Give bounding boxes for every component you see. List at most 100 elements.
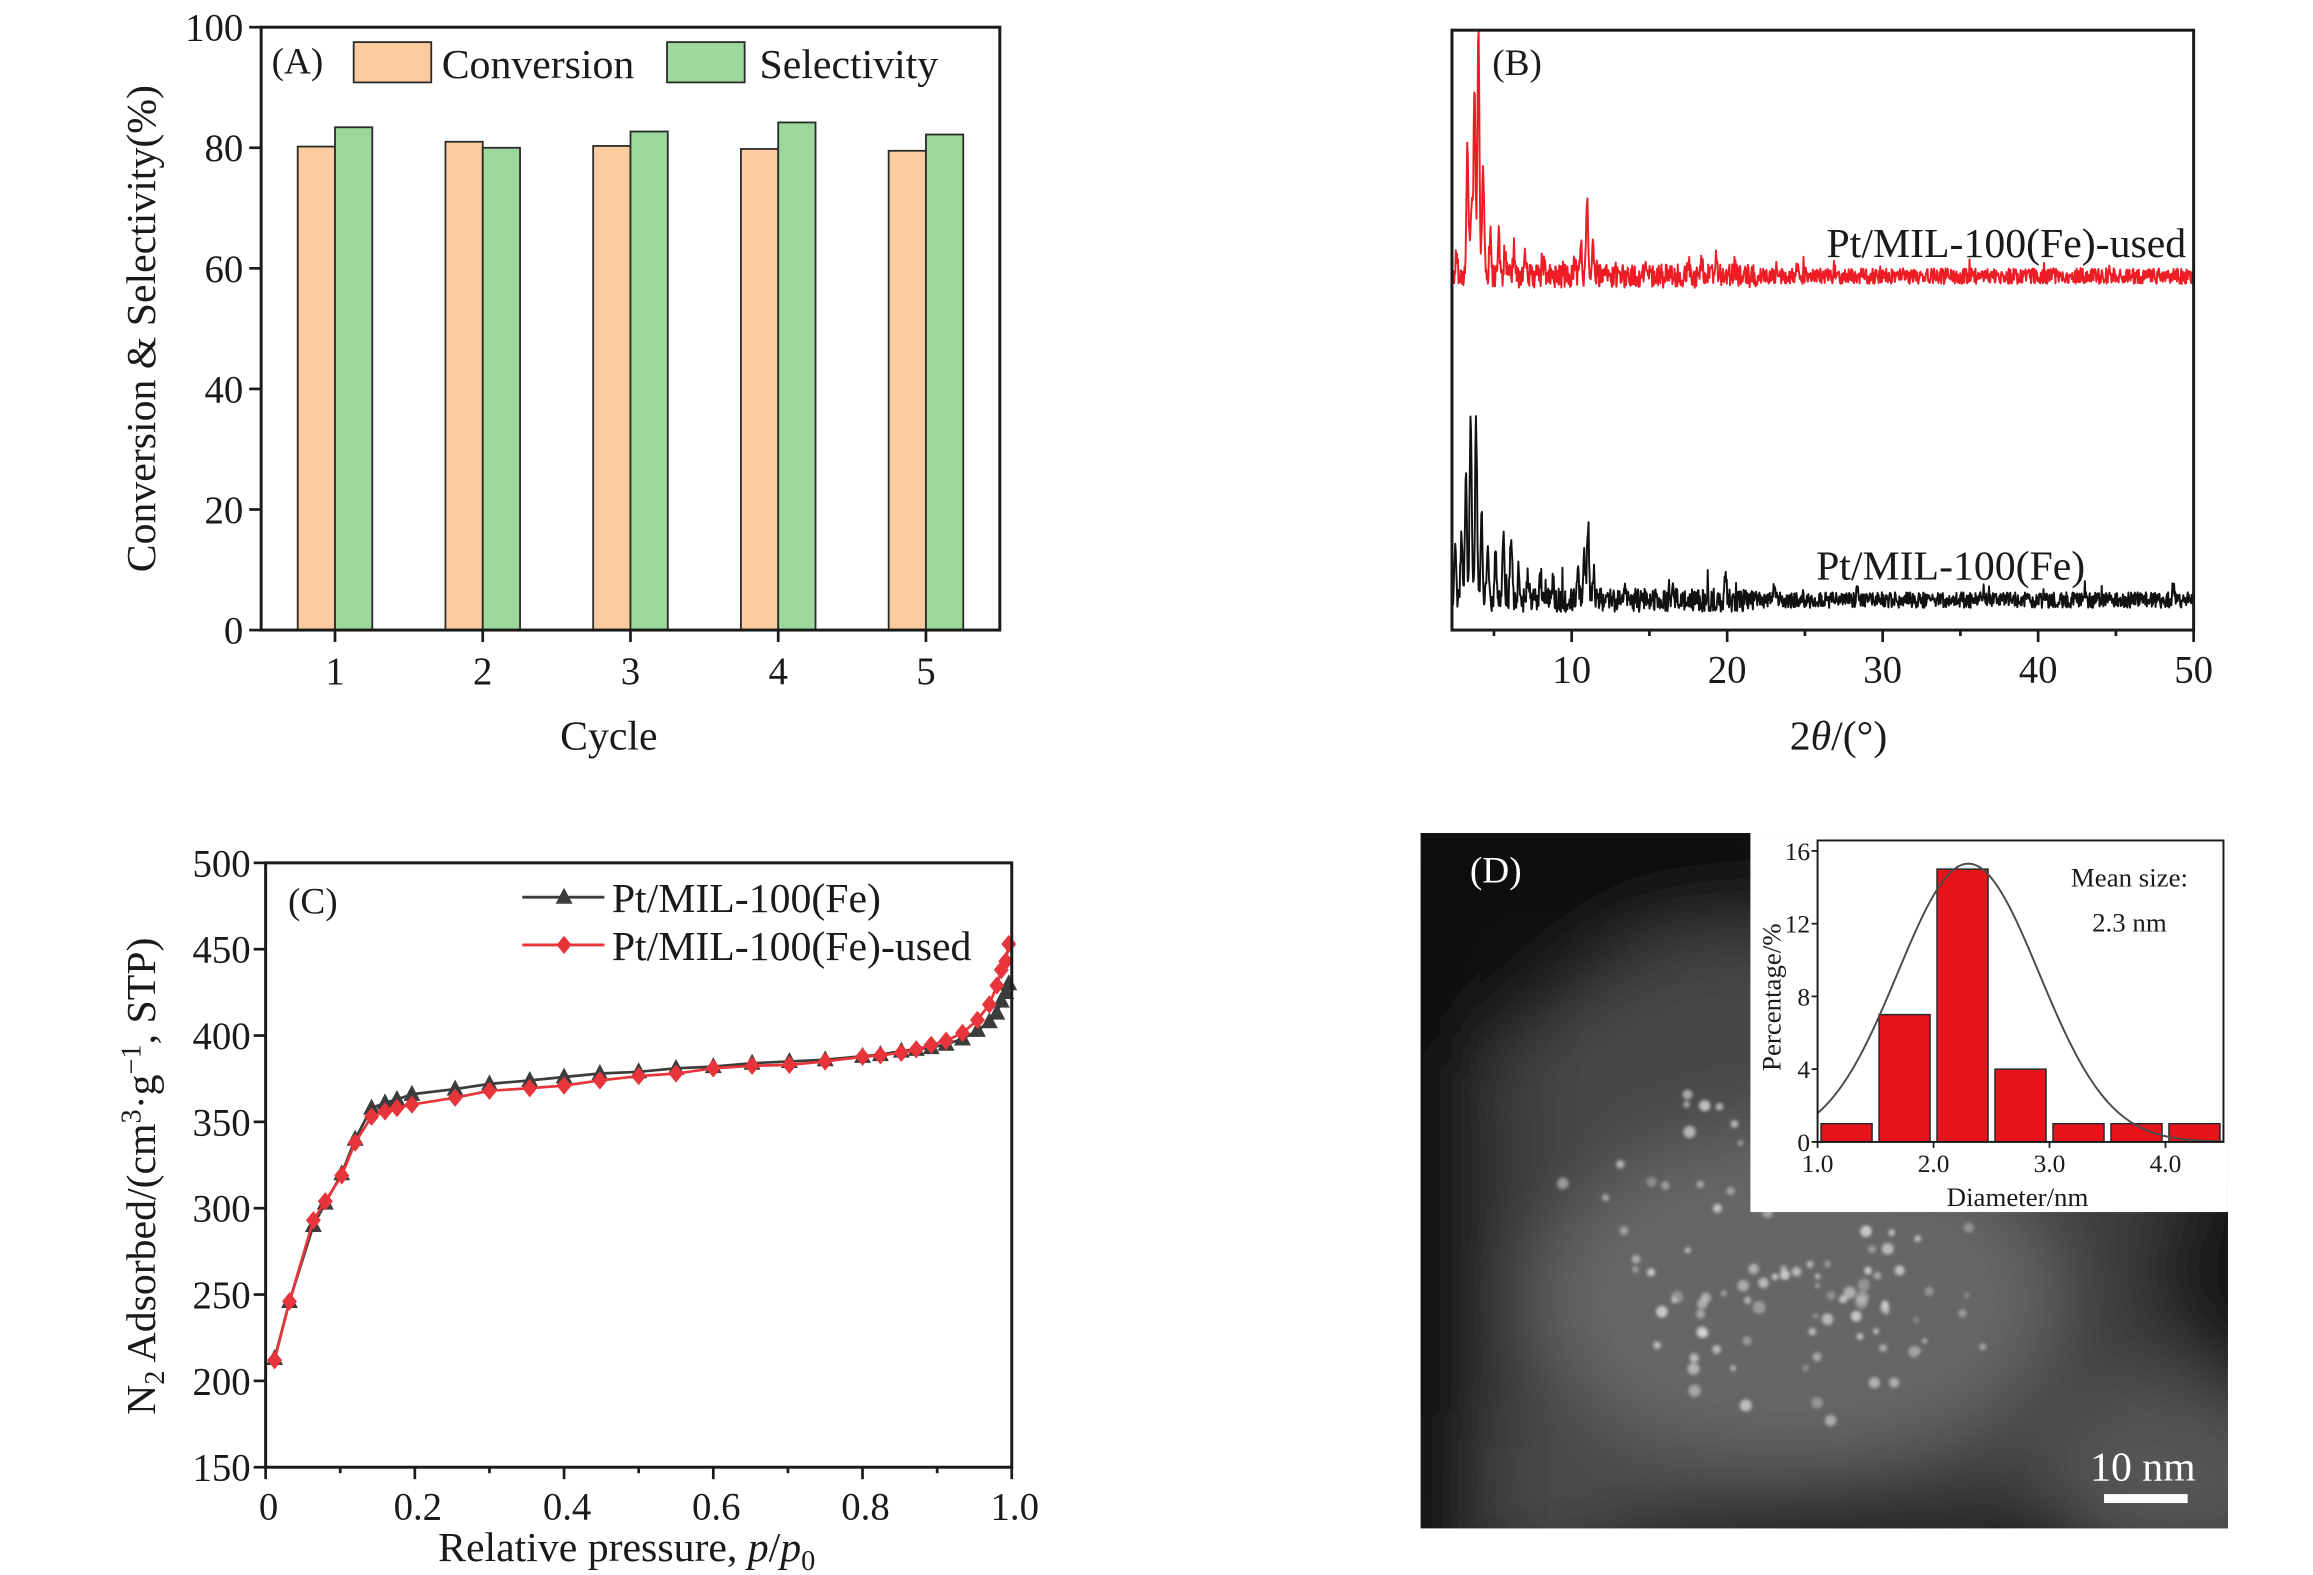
x-axis-label: Relative pressure, p/p0 bbox=[438, 1525, 815, 1575]
tem-dark-region bbox=[2156, 1171, 2228, 1366]
nanoparticle bbox=[1855, 1295, 1868, 1309]
histogram-bar-1_5 bbox=[1878, 1013, 1931, 1143]
nanoparticle bbox=[1738, 1140, 1744, 1146]
data-point-diamond bbox=[981, 995, 997, 1014]
nanoparticle bbox=[1712, 1203, 1722, 1213]
data-point-diamond bbox=[955, 1023, 970, 1043]
nanoparticle bbox=[1811, 1396, 1823, 1409]
x-label-p0: p bbox=[777, 1525, 801, 1571]
data-point-diamond bbox=[267, 1351, 283, 1370]
nanoparticle bbox=[1879, 1344, 1887, 1352]
nanoparticle bbox=[1780, 1265, 1788, 1273]
x-label-part: 2 bbox=[1790, 713, 1811, 759]
series-label-used: Pt/MIL-100(Fe)-used bbox=[1827, 221, 2187, 267]
x-label-p: p bbox=[745, 1525, 769, 1571]
nanoparticle bbox=[1730, 1365, 1737, 1372]
histogram-bar-2_5 bbox=[1994, 1068, 2047, 1143]
y-label-part: Adsorbed/(cm bbox=[119, 1123, 165, 1370]
x-tick-label: 0.4 bbox=[543, 1485, 591, 1528]
data-point-diamond bbox=[631, 1066, 647, 1086]
nanoparticle bbox=[1653, 1341, 1661, 1350]
nanoparticle bbox=[1712, 1345, 1722, 1354]
data-point-diamond bbox=[705, 1059, 721, 1078]
x-axis-label: 2θ/(°) bbox=[1790, 713, 1888, 759]
y-tick-label: 300 bbox=[193, 1188, 251, 1231]
nanoparticle bbox=[1696, 1180, 1705, 1189]
x-tick-label: 0.6 bbox=[692, 1485, 740, 1528]
nanoparticle bbox=[1802, 1365, 1809, 1372]
data-point-diamond bbox=[481, 1081, 497, 1100]
inset-y-tick-label: 12 bbox=[1785, 911, 1810, 939]
nanoparticle bbox=[1670, 1290, 1684, 1304]
tem-support-region bbox=[1420, 1410, 1679, 1529]
legend-swatch-conversion bbox=[352, 41, 433, 84]
nanoparticle bbox=[1868, 1245, 1877, 1254]
data-point-diamond bbox=[364, 1107, 380, 1126]
nanoparticle bbox=[1631, 1254, 1641, 1264]
nanoparticle bbox=[1791, 1266, 1802, 1277]
histogram-bar-3 bbox=[2052, 1122, 2105, 1143]
data-point-triangle bbox=[992, 991, 1010, 1008]
nanoparticle bbox=[1748, 1263, 1759, 1275]
inset-x-tick-label: 1.0 bbox=[1802, 1150, 1834, 1178]
bar-selectivity-cycle-3 bbox=[629, 130, 669, 631]
bar-selectivity-cycle-1 bbox=[334, 126, 374, 631]
x-label-sub-0: 0 bbox=[801, 1546, 815, 1575]
nanoparticle bbox=[1821, 1313, 1834, 1325]
data-point-triangle bbox=[980, 1012, 998, 1029]
panel-c-legend bbox=[522, 887, 605, 955]
data-point-diamond bbox=[817, 1052, 833, 1071]
nanoparticle bbox=[1699, 1099, 1711, 1112]
gaussian-fit-curve bbox=[1816, 862, 2224, 1143]
nanoparticle bbox=[1743, 1296, 1752, 1304]
panel-b-plot-area: 10 20 30 40 50 bbox=[1450, 28, 2213, 691]
nanoparticle bbox=[1864, 1266, 1872, 1275]
panel-a-label: (A) bbox=[272, 41, 324, 82]
tem-dark-region bbox=[1420, 833, 1481, 1529]
nanoparticle bbox=[1687, 1362, 1700, 1375]
y-label-sub: 2 bbox=[140, 1371, 171, 1385]
panel-c-plot-area: 0 0.2 0.4 0.6 0.8 1.0 150 200 250 300 350 400 450 500 bbox=[193, 842, 1039, 1528]
x-label-slash: / bbox=[769, 1525, 781, 1571]
nanoparticle bbox=[1964, 1292, 1970, 1298]
mean-size-title: Mean size: bbox=[2071, 863, 2188, 893]
legend-marker-diamond bbox=[556, 935, 572, 955]
inset-histogram-plot-area: 1.0 2.0 3.0 4.0 0 4 8 12 16 bbox=[1785, 838, 2225, 1178]
nanoparticle bbox=[1771, 1273, 1779, 1280]
series-pt-mil-100-fe bbox=[266, 974, 1018, 1366]
nanoparticle bbox=[1737, 1279, 1750, 1292]
y-tick-label: 200 bbox=[193, 1360, 251, 1403]
data-point-diamond bbox=[334, 1166, 350, 1185]
x-tick-label: 0.2 bbox=[394, 1485, 442, 1528]
nanoparticle bbox=[1913, 1317, 1919, 1323]
x-tick-label: 30 bbox=[1863, 648, 1902, 691]
nanoparticle bbox=[1958, 1309, 1967, 1318]
nanoparticle bbox=[1601, 1194, 1610, 1202]
x-tick-label: 20 bbox=[1708, 648, 1747, 691]
x-tick-label: 1.0 bbox=[990, 1485, 1038, 1528]
y-tick-label: 350 bbox=[193, 1101, 251, 1144]
nanoparticle bbox=[1881, 1242, 1894, 1255]
inset-background bbox=[1750, 833, 2228, 1213]
nanoparticle bbox=[1557, 1177, 1569, 1190]
y-tick-label: 450 bbox=[193, 929, 251, 972]
nanoparticle bbox=[1683, 1125, 1696, 1139]
nanoparticle bbox=[1914, 1235, 1922, 1242]
y-tick-label: 20 bbox=[204, 489, 243, 532]
nanoparticle bbox=[1812, 1352, 1822, 1362]
nanoparticle bbox=[1808, 1327, 1817, 1336]
x-label-theta: θ bbox=[1811, 713, 1832, 759]
y-tick-label: 0 bbox=[224, 609, 243, 652]
data-point-diamond bbox=[872, 1046, 888, 1065]
nanoparticle bbox=[1856, 1333, 1864, 1340]
y-tick-label: 80 bbox=[204, 127, 243, 170]
panel-b-label: (B) bbox=[1492, 43, 1542, 84]
y-tick-label: 500 bbox=[193, 842, 251, 885]
y-tick-label: 40 bbox=[204, 368, 243, 411]
nanoparticle bbox=[1696, 1309, 1706, 1319]
data-point-diamond bbox=[592, 1071, 608, 1090]
nanoparticle bbox=[1873, 1328, 1879, 1335]
series-label-fresh: Pt/MIL-100(Fe) bbox=[1816, 543, 2085, 589]
y-tick-label: 150 bbox=[193, 1447, 251, 1490]
nanoparticle bbox=[1850, 1311, 1862, 1322]
